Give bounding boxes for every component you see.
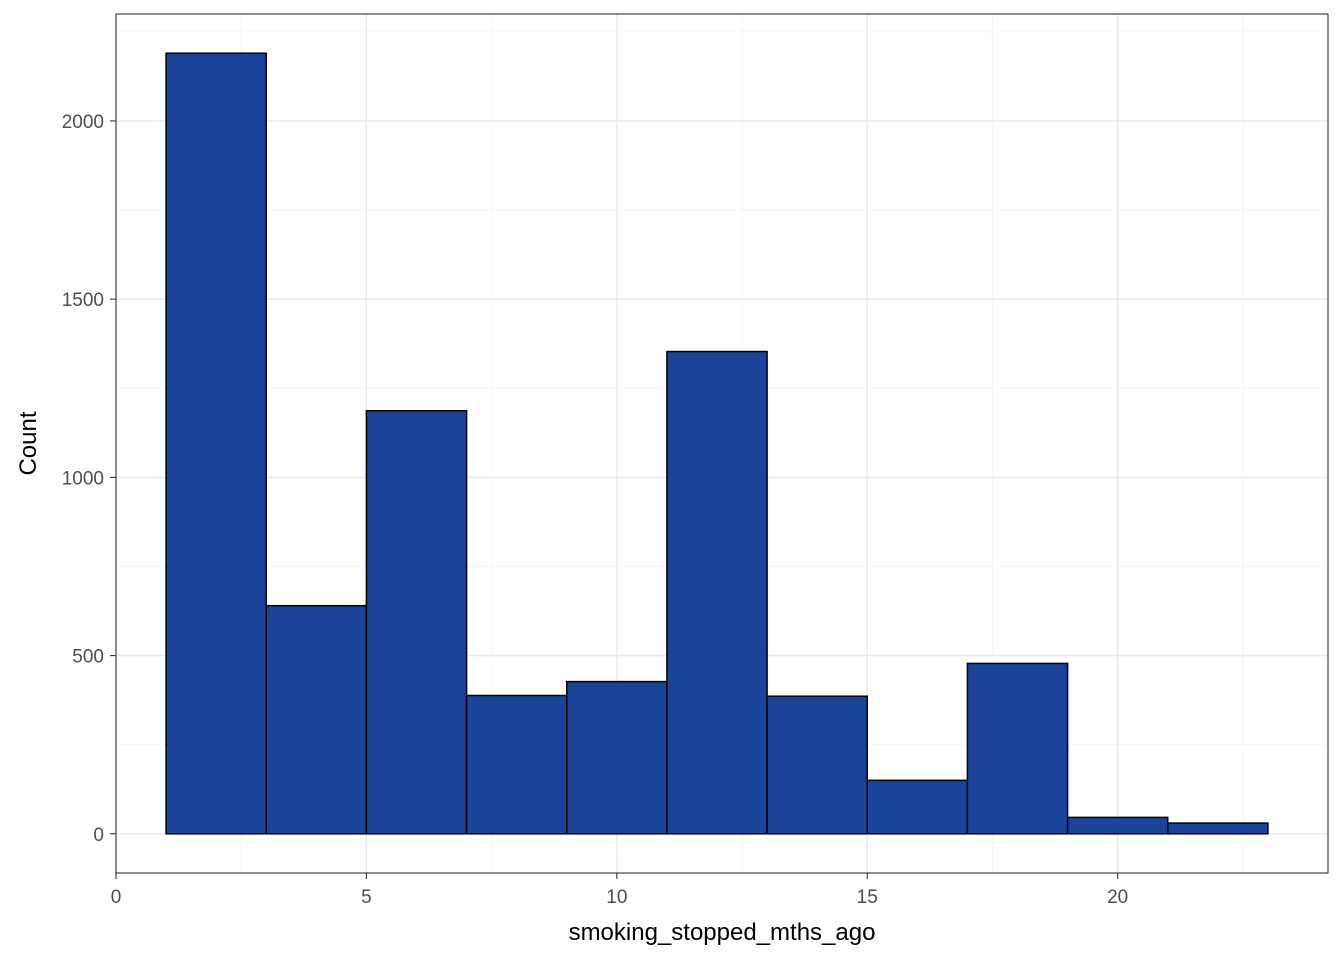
histogram-bars [165,52,1269,835]
y-tick-label: 2000 [62,112,104,133]
x-tick-label: 5 [361,887,372,908]
histogram-bar [565,680,668,835]
y-axis: 0 500 1000 1500 2000 [62,112,116,846]
x-tick-label: 10 [606,887,627,908]
x-tick-label: 20 [1107,887,1128,908]
y-axis-title: Count [15,411,42,475]
histogram-bar [766,695,868,835]
histogram-bar [465,694,568,835]
x-axis-title: smoking_stopped_mths_ago [569,919,876,946]
histogram-bar [1166,822,1269,835]
y-tick-label: 500 [72,647,104,668]
histogram-bar [666,350,768,835]
x-tick-label: 15 [857,887,878,908]
x-tick-label: 0 [111,887,122,908]
histogram-bar [165,52,267,835]
y-tick-label: 1000 [62,468,104,489]
histogram-bar [966,662,1069,835]
y-tick-label: 1500 [62,290,104,311]
y-tick-label: 0 [93,825,104,846]
panel-border [115,13,1329,874]
histogram-bar [866,779,969,835]
histogram-bar [1066,816,1169,835]
histogram-bar [365,409,468,835]
x-axis: 0 5 10 15 20 [111,873,1128,908]
histogram-bar [265,604,368,835]
